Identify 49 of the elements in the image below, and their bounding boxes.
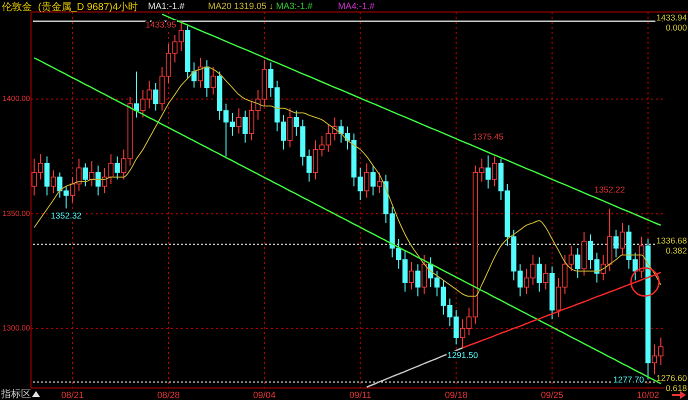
candlestick [370,165,376,196]
candlestick [96,165,101,196]
legend-label: MA4:-1.# [338,1,375,11]
candlestick [415,264,420,297]
candlestick [613,229,619,258]
x-tick-label: 08/21 [61,390,84,400]
legend-label: MA1:-1.# [148,1,185,11]
candlestick [114,156,120,180]
candlestick [408,261,414,290]
x-tick-label: 08/28 [157,390,180,400]
annotation: 1352.32 [50,210,82,220]
ref-line-label: 1433.94 0.000 [656,12,688,32]
candlestick [287,108,293,148]
annotation: 1277.70 [613,374,644,385]
candlestick [204,60,210,98]
annotation: 1433.95 [146,19,177,30]
candlestick [422,254,427,294]
candlestick [44,156,50,196]
chart-title: 伦敦金 [2,1,32,13]
candlestick [536,256,542,292]
ref-line-label: 1336.68 0.382 [656,235,688,256]
candlestick [242,110,248,144]
candlestick [82,162,88,187]
annotation: 1291.50 [447,350,478,360]
x-tick-label: 09/04 [253,390,276,400]
candlestick [198,57,204,88]
candlestick [364,162,370,198]
candlestick [50,170,56,194]
annotation: 1352.22 [594,184,626,195]
candlestick [89,160,94,187]
text: MA20 1319.05 ↓ [208,1,274,11]
annotation: 1375.45 [472,131,504,142]
candlestick [210,66,216,96]
candlestick [376,172,382,194]
candlestick [492,156,498,187]
x-tick-label: 10/02 [636,390,660,400]
candlestick [620,222,626,256]
x-tick-label: 09/18 [444,390,468,400]
candlestick [486,154,491,190]
text: 指标区 [0,388,31,400]
candlestick [153,82,158,112]
chart-subtitle: (贵金属_D 9687)4小时 [38,1,138,13]
candlestick [543,264,548,290]
candlestick [236,108,242,134]
x-tick-label: 09/25 [540,390,564,400]
x-tick-label: 09/11 [349,390,372,400]
legend-label: MA3:-1.# [276,1,313,11]
candlestick [575,248,580,278]
candlestick [568,245,574,272]
